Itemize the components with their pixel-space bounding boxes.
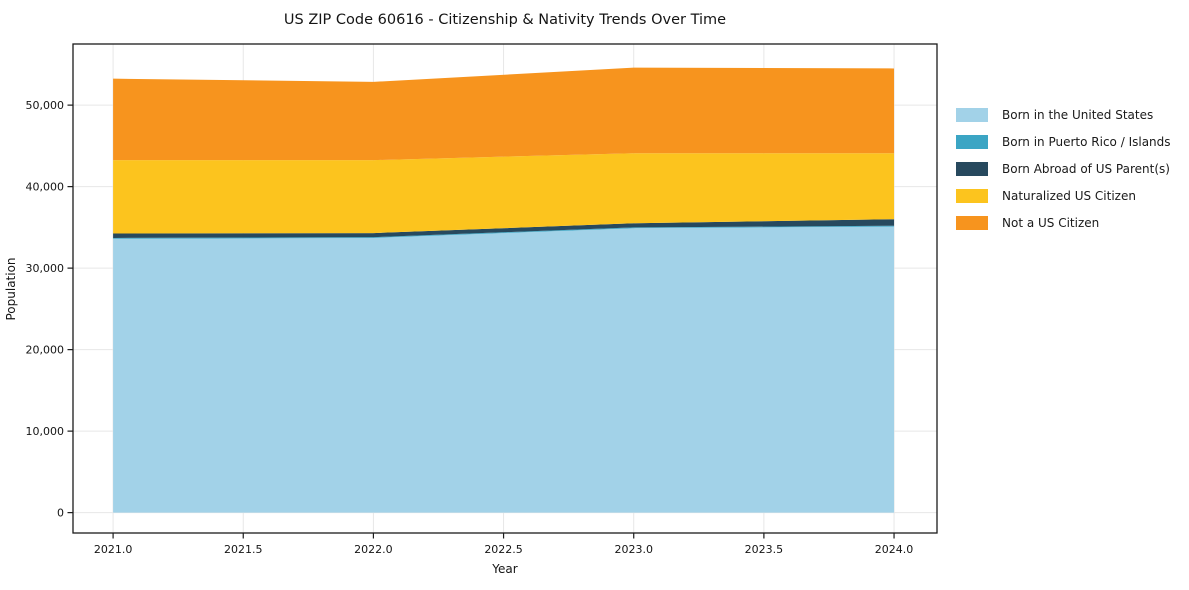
area-not-a-us-citizen: [113, 67, 895, 161]
legend-item-not-a-us-citizen: Not a US Citizen: [956, 216, 1171, 230]
area-born-in-the-united-states: [113, 226, 895, 513]
plot-border: [72, 43, 938, 534]
area-naturalized-us-citizen: [113, 153, 895, 234]
axis-tick-labels: 2021.0 2021.5 2022.0 2022.5 2023.0 2023.5 2024…: [26, 99, 914, 556]
x-axis-label: Year: [491, 562, 517, 576]
legend-swatch-icon: [956, 135, 988, 149]
legend-label: Born in the United States: [1002, 108, 1154, 122]
area-born-abroad-of-us-parent-s: [113, 219, 895, 238]
legend-label: Born in Puerto Rico / Islands: [1002, 135, 1171, 149]
x-tick-label: 2022.0: [354, 543, 393, 556]
chart-title: US ZIP Code 60616 - Citizenship & Nativi…: [284, 12, 726, 28]
legend-swatch-icon: [956, 108, 988, 122]
axis-ticks: [67, 104, 895, 539]
legend-label: Naturalized US Citizen: [1002, 189, 1136, 203]
y-tick-label: 50,000: [26, 99, 65, 112]
legend-item-born-abroad-of-us-parent-s: Born Abroad of US Parent(s): [956, 162, 1171, 176]
legend-label: Born Abroad of US Parent(s): [1002, 162, 1170, 176]
y-tick-label: 30,000: [26, 262, 65, 275]
legend-item-born-in-puerto-rico-islands: Born in Puerto Rico / Islands: [956, 135, 1171, 149]
legend-item-naturalized-us-citizen: Naturalized US Citizen: [956, 189, 1171, 203]
x-tick-label: 2022.5: [484, 543, 523, 556]
y-axis-label: Population: [4, 257, 18, 320]
y-tick-label: 40,000: [26, 180, 65, 193]
x-tick-label: 2023.0: [614, 543, 653, 556]
legend-swatch-icon: [956, 189, 988, 203]
x-tick-label: 2023.5: [745, 543, 784, 556]
area-born-in-puerto-rico-islands: [113, 225, 895, 239]
legend-item-born-in-the-united-states: Born in the United States: [956, 108, 1171, 122]
legend-label: Not a US Citizen: [1002, 216, 1100, 230]
axes-spines: [72, 43, 938, 534]
y-tick-label: 10,000: [26, 425, 65, 438]
legend: Born in the United States Born in Puerto …: [956, 108, 1171, 230]
y-tick-label: 20,000: [26, 343, 65, 356]
stacked-areas: [113, 67, 895, 513]
x-tick-label: 2021.0: [94, 543, 133, 556]
y-tick-label: 0: [57, 506, 64, 519]
x-tick-label: 2021.5: [224, 543, 263, 556]
legend-swatch-icon: [956, 216, 988, 230]
legend-swatch-icon: [956, 162, 988, 176]
x-tick-label: 2024.0: [875, 543, 914, 556]
